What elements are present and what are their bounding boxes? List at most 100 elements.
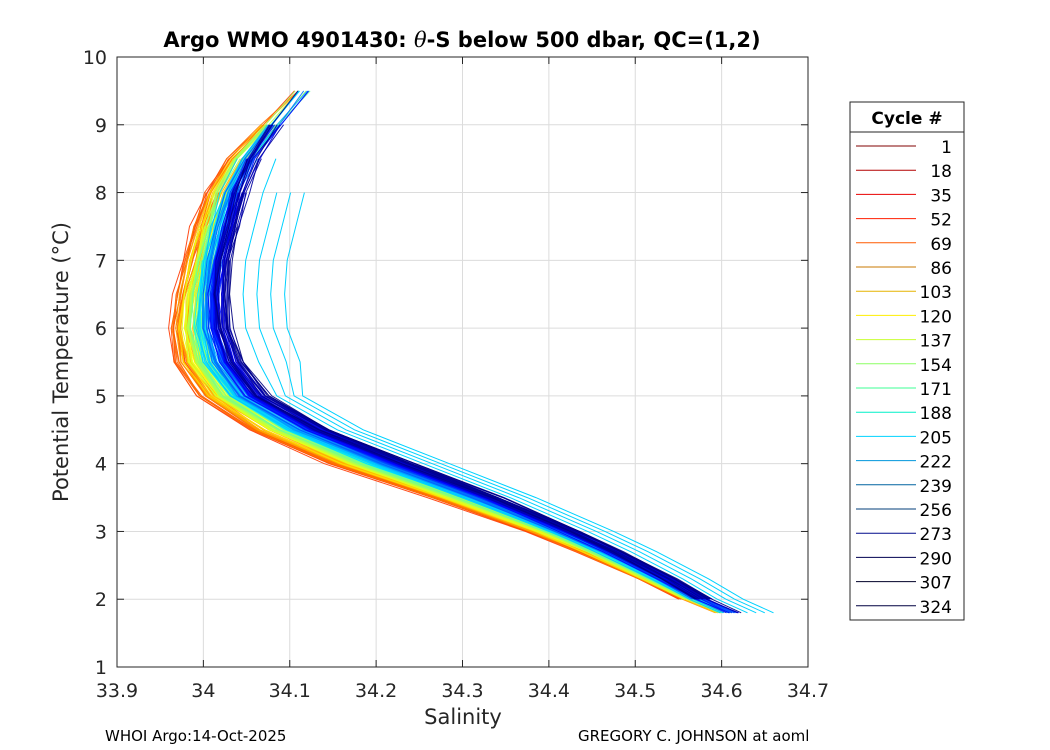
legend-label: 256 — [920, 501, 952, 521]
profile-line-outlier — [284, 192, 774, 614]
legend-label: 324 — [920, 598, 952, 618]
y-tick-label: 5 — [95, 386, 107, 408]
profile-line — [220, 124, 739, 614]
legend-label: 18 — [930, 162, 952, 182]
profile-line — [220, 124, 738, 614]
legend-label: 120 — [920, 307, 952, 327]
legend-label: 103 — [920, 283, 952, 303]
x-axis-label: Salinity — [424, 705, 502, 729]
profile-line — [205, 90, 732, 614]
profile-line — [204, 124, 699, 600]
y-tick-label: 8 — [95, 183, 107, 205]
profile-line — [211, 158, 704, 600]
profile-line — [177, 124, 686, 600]
profile-line — [198, 124, 701, 600]
legend-label: 69 — [930, 235, 952, 255]
profile-line — [184, 124, 687, 600]
y-tick-label: 10 — [83, 47, 107, 69]
legend-label: 171 — [920, 380, 952, 400]
x-tick-label: 33.9 — [96, 680, 138, 702]
profile-line-outlier — [270, 192, 766, 614]
legend-label: 307 — [920, 574, 952, 594]
legend-label: 290 — [920, 549, 952, 569]
y-tick-label: 2 — [95, 589, 107, 611]
profile-line — [214, 90, 735, 614]
profile-line — [204, 158, 725, 614]
profile-line — [191, 124, 697, 600]
profile-line — [214, 124, 698, 600]
legend-title: Cycle # — [871, 109, 942, 129]
profile-line — [210, 158, 704, 600]
profile-line-outlier — [242, 158, 748, 614]
grid-lines — [116, 56, 809, 668]
profile-line — [196, 90, 698, 600]
profile-line — [191, 192, 721, 614]
legend-label: 1 — [941, 138, 952, 158]
profile-line — [214, 124, 696, 600]
profile-line — [228, 124, 709, 600]
profile-line — [224, 192, 711, 600]
profile-line — [209, 124, 701, 600]
profile-line — [217, 90, 701, 600]
profile-line — [211, 158, 704, 600]
profile-curves — [168, 90, 774, 614]
profile-line — [221, 192, 739, 614]
profile-line — [207, 192, 727, 614]
profile-line — [205, 192, 730, 614]
profile-line — [202, 124, 730, 614]
y-tick-label: 4 — [95, 454, 107, 476]
legend-label: 222 — [920, 453, 952, 473]
profile-line — [229, 226, 742, 614]
profile-line — [188, 124, 693, 600]
profile-line — [170, 124, 680, 600]
profile-line — [207, 124, 699, 600]
footer-left: WHOI Argo:14-Oct-2025 — [105, 727, 287, 745]
legend-label: 239 — [920, 477, 952, 497]
profile-line — [200, 90, 729, 614]
legend-label: 137 — [920, 332, 952, 352]
profile-line — [227, 158, 713, 600]
x-tick-label: 34 — [191, 680, 215, 702]
profile-line — [213, 158, 697, 600]
legend-entries: 1 18 35 52 69 86 103 120 137 154 171 188 205 222 239 25… — [856, 138, 952, 618]
profile-line — [217, 90, 704, 600]
profile-line — [189, 90, 688, 600]
profile-line — [195, 158, 701, 600]
profile-line — [199, 158, 698, 600]
x-tick-label: 34.6 — [700, 680, 742, 702]
profile-line — [185, 124, 720, 614]
profile-line — [175, 90, 687, 600]
x-tick-label: 34.3 — [441, 680, 483, 702]
y-tick-label: 3 — [95, 521, 107, 543]
y-tick-label: 7 — [95, 250, 107, 272]
x-tick-label: 34.2 — [355, 680, 397, 702]
legend-label: 35 — [930, 186, 952, 206]
profile-line — [213, 124, 730, 614]
y-axis-label: Potential Temperature (°C) — [49, 222, 73, 502]
profile-line — [178, 158, 686, 600]
y-tick-label: 6 — [95, 318, 107, 340]
profile-line — [227, 260, 709, 600]
legend-label: 154 — [920, 356, 952, 376]
x-tick-label: 34.1 — [269, 680, 311, 702]
profile-line — [186, 124, 719, 614]
y-tick-label: 1 — [95, 657, 107, 679]
profile-line — [186, 158, 692, 600]
profile-line — [202, 124, 693, 600]
footer-right: GREGORY C. JOHNSON at aoml — [578, 727, 810, 745]
profile-line — [195, 124, 721, 614]
x-tick-label: 34.5 — [614, 680, 656, 702]
legend-label: 188 — [920, 404, 952, 424]
legend-label: 52 — [930, 211, 952, 231]
profile-line — [194, 124, 696, 600]
profile-line — [213, 124, 700, 600]
legend: Cycle # 1 18 35 52 69 86 103 120 137 154 171 188 205… — [849, 101, 965, 621]
profile-line — [189, 124, 687, 600]
profile-line-outlier — [256, 192, 757, 614]
profile-line — [222, 192, 739, 614]
x-tick-label: 34.4 — [528, 680, 570, 702]
profile-line — [210, 124, 703, 600]
profile-line — [202, 158, 701, 600]
profile-line — [210, 90, 700, 600]
